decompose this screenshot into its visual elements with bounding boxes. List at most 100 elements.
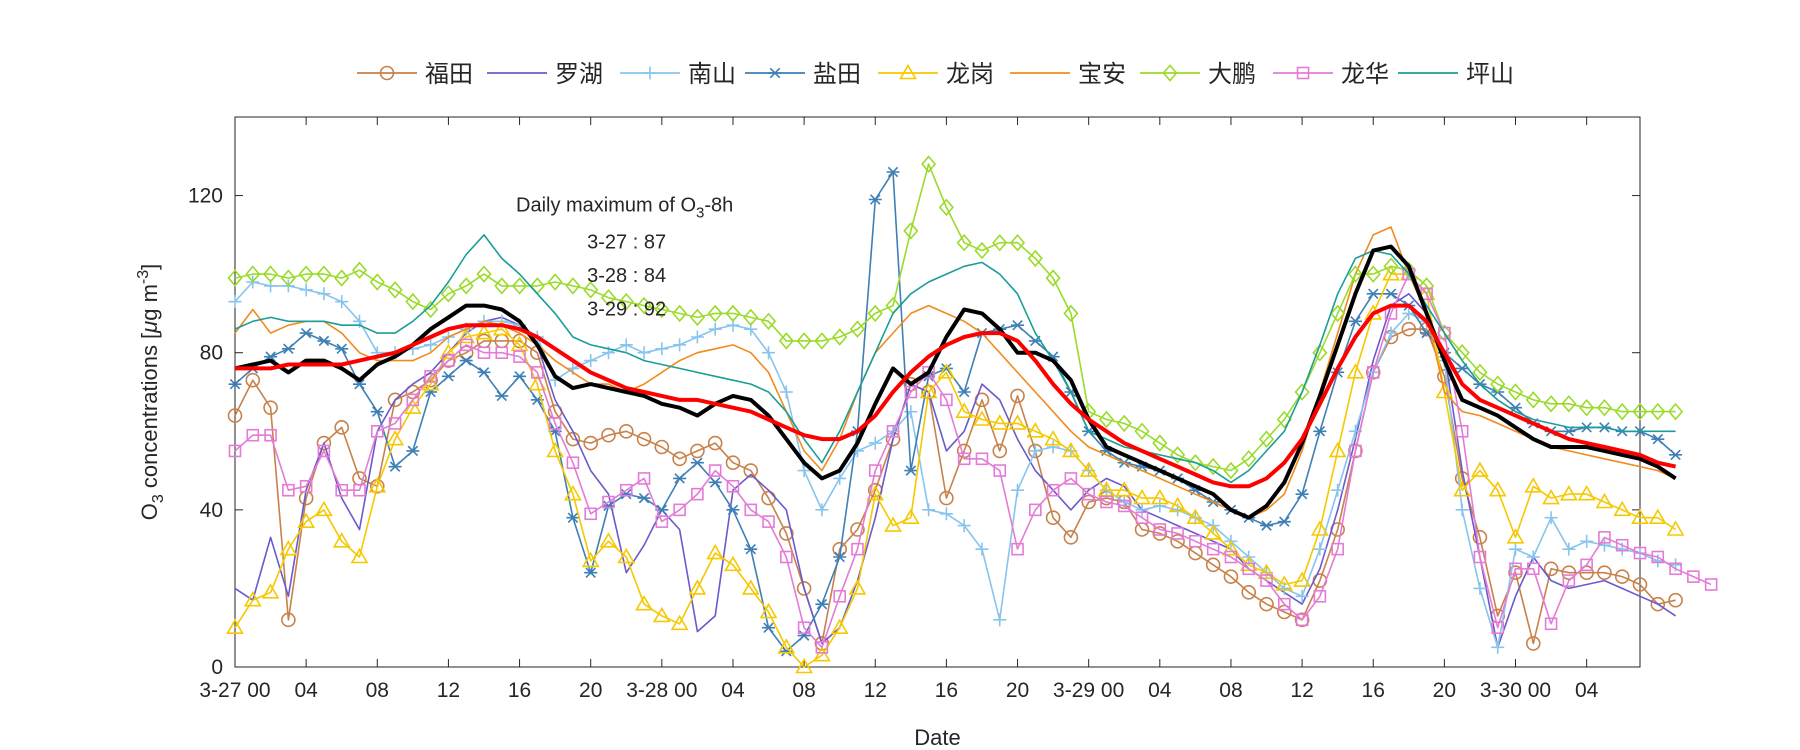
data-point	[1472, 363, 1488, 382]
data-point	[1562, 542, 1576, 556]
data-point	[884, 516, 902, 532]
data-point	[1436, 324, 1452, 342]
data-point	[1526, 562, 1540, 576]
data-point	[670, 614, 689, 631]
data-point	[849, 320, 866, 338]
data-point	[1027, 249, 1043, 268]
data-point	[637, 492, 651, 504]
data-point	[1509, 402, 1523, 413]
data-point	[1242, 562, 1256, 576]
y-axis-label-mu: μ	[137, 321, 162, 334]
data-point	[725, 455, 741, 471]
data-point	[1045, 510, 1061, 526]
data-point	[423, 372, 438, 388]
y-axis-label-close: ]	[137, 264, 162, 270]
data-point	[1098, 410, 1115, 429]
data-point	[1613, 500, 1632, 517]
data-point	[744, 503, 758, 517]
x-tick-label: 3-28 00	[626, 679, 697, 702]
data-point	[379, 65, 395, 81]
data-point	[707, 304, 723, 323]
data-point	[459, 338, 473, 352]
data-point	[1579, 565, 1594, 581]
data-point	[1525, 636, 1541, 651]
data-point	[1168, 496, 1187, 513]
data-point	[1579, 398, 1595, 417]
data-point	[833, 471, 847, 485]
data-point	[708, 322, 722, 336]
x-tick-label: 04	[1575, 679, 1599, 702]
data-point	[512, 333, 527, 349]
data-point	[619, 338, 633, 352]
data-point	[299, 283, 313, 297]
data-point	[457, 327, 476, 344]
data-point	[602, 495, 615, 509]
data-point	[1509, 562, 1522, 576]
data-point	[957, 519, 971, 533]
data-point	[1704, 578, 1718, 591]
data-point	[1632, 402, 1648, 421]
data-point	[1278, 597, 1291, 611]
data-point	[1348, 316, 1362, 327]
data-point	[655, 342, 669, 356]
data-point	[688, 579, 707, 595]
data-point	[548, 417, 562, 430]
data-point	[673, 503, 686, 517]
data-point	[334, 269, 350, 287]
data-point	[724, 555, 742, 572]
annotation-title-pre: Daily maximum of O	[516, 194, 696, 216]
legend-label: 坪山	[1466, 61, 1514, 88]
data-point	[1524, 477, 1543, 493]
data-point	[1295, 488, 1309, 500]
data-point	[476, 265, 492, 283]
data-point	[494, 277, 510, 295]
data-point	[228, 378, 242, 390]
data-point	[583, 435, 598, 451]
data-point	[1223, 569, 1239, 584]
data-point	[351, 261, 368, 279]
data-point	[245, 265, 261, 283]
data-point	[1349, 444, 1362, 458]
legend-label: 宝安	[1078, 61, 1126, 88]
series-8	[228, 267, 1718, 654]
x-tick-label: 04	[1148, 679, 1172, 702]
data-point	[1631, 508, 1649, 525]
data-point	[387, 281, 403, 299]
data-point	[1668, 592, 1683, 608]
data-point	[1509, 542, 1523, 556]
data-point	[316, 435, 332, 451]
legend-label: 龙岗	[946, 61, 994, 88]
data-point	[1615, 538, 1629, 552]
data-point	[227, 408, 243, 423]
data-point	[387, 392, 403, 408]
data-point	[741, 579, 760, 595]
data-point	[1162, 64, 1178, 82]
data-point	[1260, 520, 1274, 531]
data-point	[830, 618, 849, 635]
data-point	[1669, 562, 1682, 576]
data-point	[228, 444, 242, 458]
data-point	[814, 332, 830, 350]
data-point	[513, 350, 526, 363]
y-tick-label: 120	[188, 185, 223, 208]
legend-item: 罗湖	[487, 61, 603, 88]
data-point	[1011, 542, 1024, 556]
data-point	[937, 363, 956, 379]
annotation-line: 3-28 : 84	[587, 265, 666, 287]
data-point	[1633, 546, 1647, 560]
data-point	[975, 452, 989, 466]
annotation-title: Daily maximum of O3-8h	[516, 194, 733, 221]
data-point	[643, 66, 657, 80]
data-point	[673, 338, 687, 352]
data-point	[600, 288, 617, 307]
data-point	[601, 500, 615, 512]
legend-item: 龙岗	[878, 61, 994, 88]
data-point	[1153, 523, 1167, 536]
series-9	[234, 234, 1676, 484]
data-point	[511, 277, 528, 295]
x-tick-label: 3-29 00	[1053, 679, 1124, 702]
x-tick-label: 20	[579, 679, 602, 702]
data-point	[1346, 363, 1365, 379]
data-point	[281, 612, 296, 628]
data-point	[1614, 569, 1630, 584]
